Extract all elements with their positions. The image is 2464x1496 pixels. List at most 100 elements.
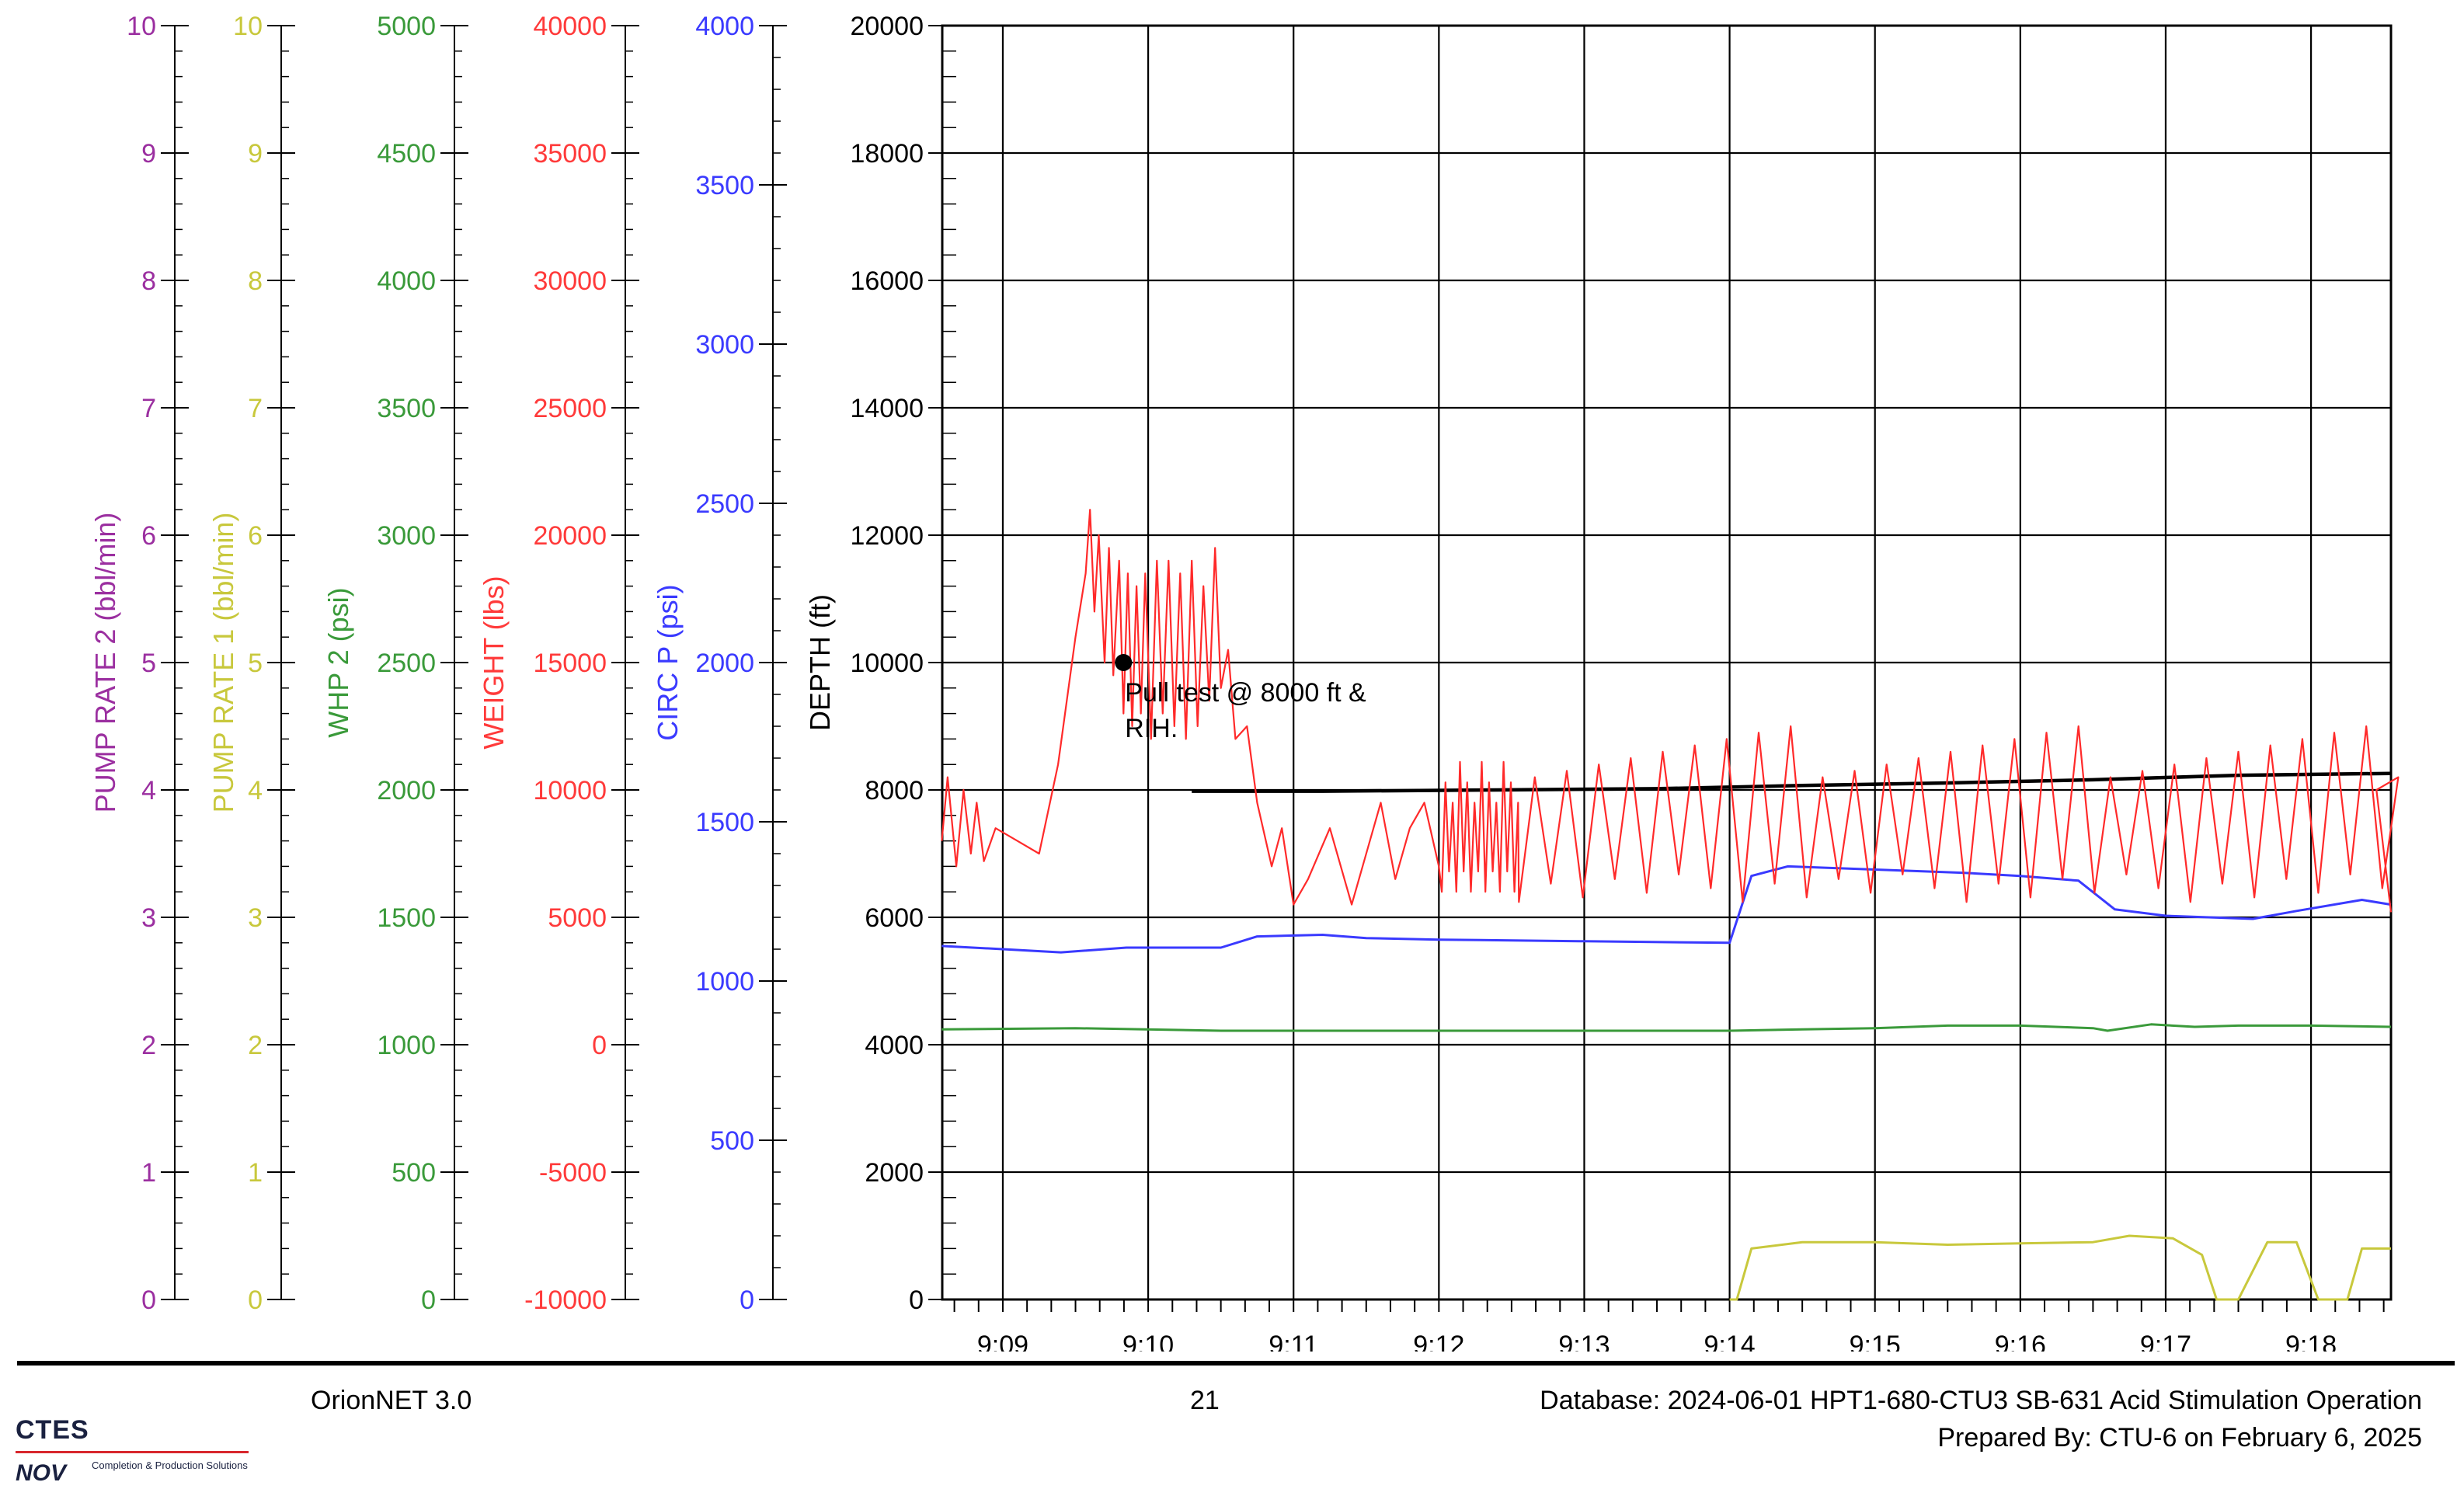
y-tick-label: 8 <box>141 266 156 296</box>
y-tick-label: 2000 <box>377 776 436 805</box>
y-tick-label: 0 <box>909 1286 924 1315</box>
y-tick-label: -5000 <box>539 1158 607 1188</box>
database-info: Database: 2024-06-01 HPT1-680-CTU3 SB-63… <box>1540 1386 2422 1415</box>
y-axis-title: DEPTH (ft) <box>804 594 836 731</box>
page-number: 21 <box>1190 1386 1220 1415</box>
y-tick-label: 20000 <box>850 12 924 41</box>
y-tick-label: 4000 <box>377 266 436 296</box>
y-tick-label: -10000 <box>524 1286 607 1315</box>
y-tick-label: 7 <box>248 394 263 423</box>
y-tick-label: 2 <box>141 1031 156 1060</box>
y-tick-label: 0 <box>141 1286 156 1315</box>
y-tick-label: 15000 <box>533 649 607 678</box>
y-axis-whp2: 0 500 1000 1500 2000 2500 3000 3500 4000 4500 5000… <box>322 12 468 1315</box>
y-tick-label: 3 <box>141 903 156 933</box>
y-axis-pump2: 0 1 2 3 4 5 6 7 8 9 10 PUMP RATE 2 (bbl/min) <box>89 12 189 1315</box>
y-tick-label: 4000 <box>865 1031 924 1060</box>
y-tick-label: 3000 <box>377 521 436 551</box>
y-axis-title: WHP 2 (psi) <box>322 587 354 737</box>
series-weight <box>941 509 2400 913</box>
y-axis-pump1: 0 1 2 3 4 5 6 7 8 9 10 PUMP RATE 1 (bbl/min) <box>207 12 295 1315</box>
y-tick-label: 5000 <box>548 903 607 933</box>
series-pump1 <box>1729 1234 2391 1301</box>
y-tick-label: 2 <box>248 1031 263 1060</box>
y-axis-title: PUMP RATE 2 (bbl/min) <box>89 513 121 813</box>
multi-axis-time-chart: 9:09 9:10 9:11 9:12 9:13 9:14 9:15 9:16 9:17 9:18… <box>89 12 2400 1352</box>
y-tick-label: 1 <box>248 1158 263 1188</box>
annotation-label: Pull test @ 8000 ft & RIH. <box>1125 678 1366 743</box>
y-tick-label: 0 <box>592 1031 607 1060</box>
y-axis-title: CIRC P (psi) <box>652 584 684 740</box>
y-tick-label: 12000 <box>850 521 924 551</box>
y-tick-label: 30000 <box>533 266 607 296</box>
x-tick-label: 9:15 <box>1850 1331 1901 1352</box>
x-tick-label: 9:12 <box>1413 1331 1464 1352</box>
y-tick-label: 1500 <box>695 808 754 837</box>
y-tick-label: 20000 <box>533 521 607 551</box>
y-tick-label: 2500 <box>695 489 754 519</box>
x-tick-label: 9:11 <box>1269 1331 1318 1352</box>
y-tick-label: 6000 <box>865 903 924 933</box>
y-tick-label: 2000 <box>865 1158 924 1188</box>
y-tick-label: 40000 <box>533 12 607 41</box>
y-tick-label: 0 <box>248 1286 263 1315</box>
series-depth <box>1192 771 2392 793</box>
series-whp2 <box>941 1023 2392 1032</box>
prepared-by: Prepared By: CTU-6 on February 6, 2025 <box>1937 1423 2422 1453</box>
x-tick-label: 9:09 <box>977 1331 1028 1352</box>
y-tick-label: 1000 <box>377 1031 436 1060</box>
y-tick-label: 500 <box>710 1126 754 1156</box>
y-tick-label: 1 <box>141 1158 156 1188</box>
y-tick-label: 3500 <box>377 394 436 423</box>
series-circp <box>941 865 2392 954</box>
y-tick-label: 5 <box>141 649 156 678</box>
annotation-line: Pull test @ 8000 ft & <box>1125 678 1366 708</box>
y-tick-label: 8000 <box>865 776 924 805</box>
y-tick-label: 18000 <box>850 139 924 169</box>
y-tick-label: 3000 <box>695 330 754 360</box>
annotation-marker <box>1115 654 1133 671</box>
y-tick-label: 1500 <box>377 903 436 933</box>
x-tick-label: 9:17 <box>2140 1331 2191 1352</box>
y-tick-label: 8 <box>248 266 263 296</box>
footer-divider <box>17 1361 2455 1366</box>
y-axis-title: PUMP RATE 1 (bbl/min) <box>207 513 239 813</box>
software-name: OrionNET 3.0 <box>311 1386 472 1415</box>
logo-mark: NOV <box>16 1460 67 1486</box>
x-tick-label: 9:14 <box>1704 1331 1755 1352</box>
y-tick-label: 35000 <box>533 139 607 169</box>
y-tick-label: 9 <box>248 139 263 169</box>
y-tick-label: 5 <box>248 649 263 678</box>
y-axis-weight: -10000 -5000 0 5000 10000 15000 20000 25000 3000… <box>478 12 639 1315</box>
y-tick-label: 500 <box>392 1158 436 1188</box>
x-tick-label: 9:16 <box>1995 1331 2046 1352</box>
y-tick-label: 4 <box>141 776 156 805</box>
y-tick-label: 7 <box>141 394 156 423</box>
y-tick-label: 6 <box>141 521 156 551</box>
y-tick-label: 10 <box>233 12 263 41</box>
y-tick-label: 10000 <box>850 649 924 678</box>
y-tick-label: 0 <box>421 1286 436 1315</box>
y-tick-label: 2000 <box>695 649 754 678</box>
y-tick-label: 10000 <box>533 776 607 805</box>
y-tick-label: 4 <box>248 776 263 805</box>
logo-divider <box>16 1451 249 1453</box>
company-logo: CTES NOV Completion & Production Solutio… <box>16 1415 256 1493</box>
y-tick-label: 3500 <box>695 171 754 200</box>
y-tick-label: 10 <box>127 12 156 41</box>
x-tick-label: 9:13 <box>1558 1331 1610 1352</box>
y-tick-label: 16000 <box>850 266 924 296</box>
y-tick-label: 0 <box>740 1286 754 1315</box>
logo-wordmark: CTES <box>16 1415 89 1445</box>
y-axis-depth: 0 2000 4000 6000 8000 10000 12000 14000 16000 180… <box>804 12 956 1315</box>
y-tick-label: 25000 <box>533 394 607 423</box>
y-tick-label: 3 <box>248 903 263 933</box>
logo-subtext: Completion & Production Solutions <box>92 1459 248 1471</box>
y-tick-label: 4000 <box>695 12 754 41</box>
y-tick-label: 6 <box>248 521 263 551</box>
y-tick-label: 5000 <box>377 12 436 41</box>
y-tick-label: 9 <box>141 139 156 169</box>
x-tick-label: 9:10 <box>1122 1331 1174 1352</box>
x-tick-label: 9:18 <box>2285 1331 2337 1352</box>
y-tick-label: 14000 <box>850 394 924 423</box>
